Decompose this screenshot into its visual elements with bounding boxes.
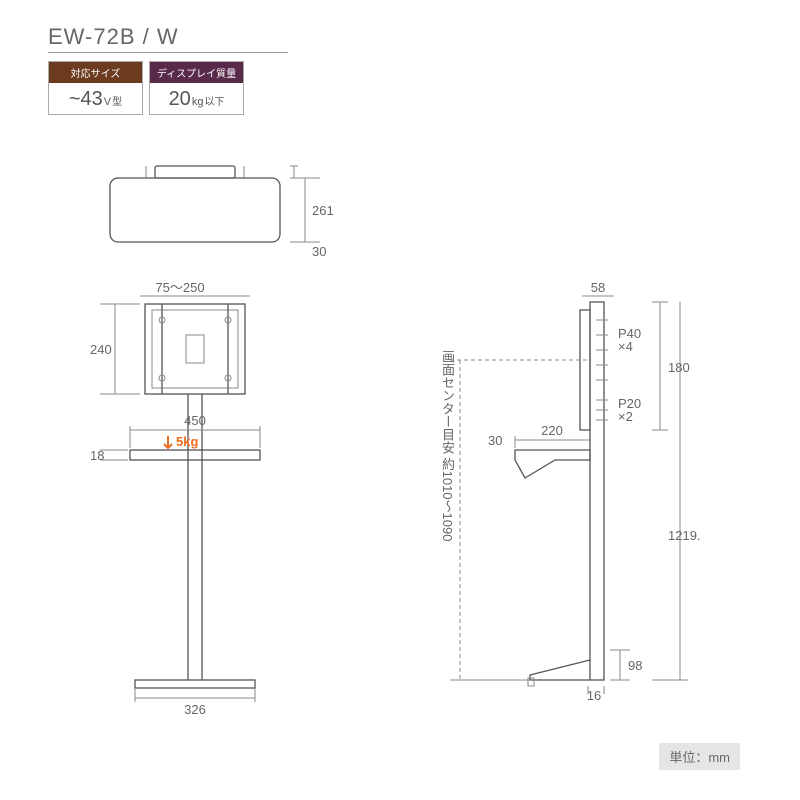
dim-pitch1: P40×4 xyxy=(618,326,641,354)
dim-foot-h: 98 xyxy=(628,658,642,673)
badge-size-value: ~43V型 xyxy=(49,83,142,114)
header: EW-72B / W 対応サイズ ~43V型 ディスプレイ質量 20kg以下 xyxy=(48,24,288,115)
front-view: 75～250 240 450 5kg 18 326 xyxy=(90,280,350,720)
dim-top-gap: 30 xyxy=(312,244,326,259)
dim-base-w: 326 xyxy=(184,702,206,717)
side-view: 58 P40×4 P20×2 220 30 180 1219.5 xyxy=(420,280,700,720)
badge-size: 対応サイズ ~43V型 xyxy=(48,61,143,115)
top-view: 261 30 xyxy=(90,160,350,270)
badge-weight-label: ディスプレイ質量 xyxy=(150,62,243,83)
dim-bracket-w: 75～250 xyxy=(155,280,204,295)
dim-side-shelf-d: 220 xyxy=(541,423,563,438)
divider xyxy=(48,52,288,53)
dim-bracket-h: 240 xyxy=(90,342,112,357)
model-number: EW-72B / W xyxy=(48,24,288,50)
dim-side-shelf-gap: 30 xyxy=(488,433,502,448)
dim-foot-d: 16 xyxy=(587,688,601,703)
dim-shelf-inner: 450 xyxy=(184,413,206,428)
dim-upper-h: 180 xyxy=(668,360,690,375)
unit-label: 単位：mm xyxy=(659,743,740,770)
dim-total-h: 1219.5 xyxy=(668,528,700,543)
badge-weight-value: 20kg以下 xyxy=(150,83,243,114)
diagram-area: 261 30 75～250 240 450 5kg xyxy=(80,170,720,730)
center-label: 画面センター目安 約1010～1090 xyxy=(438,350,457,541)
dim-side-top: 58 xyxy=(591,280,605,295)
badge-weight: ディスプレイ質量 20kg以下 xyxy=(149,61,244,115)
dim-top-h: 261 xyxy=(312,203,334,218)
dim-pitch2: P20×2 xyxy=(618,396,641,424)
dim-shelf-t: 18 xyxy=(90,448,104,463)
spec-badges: 対応サイズ ~43V型 ディスプレイ質量 20kg以下 xyxy=(48,61,288,115)
shelf-load: 5kg xyxy=(176,434,198,449)
badge-size-label: 対応サイズ xyxy=(49,62,142,83)
